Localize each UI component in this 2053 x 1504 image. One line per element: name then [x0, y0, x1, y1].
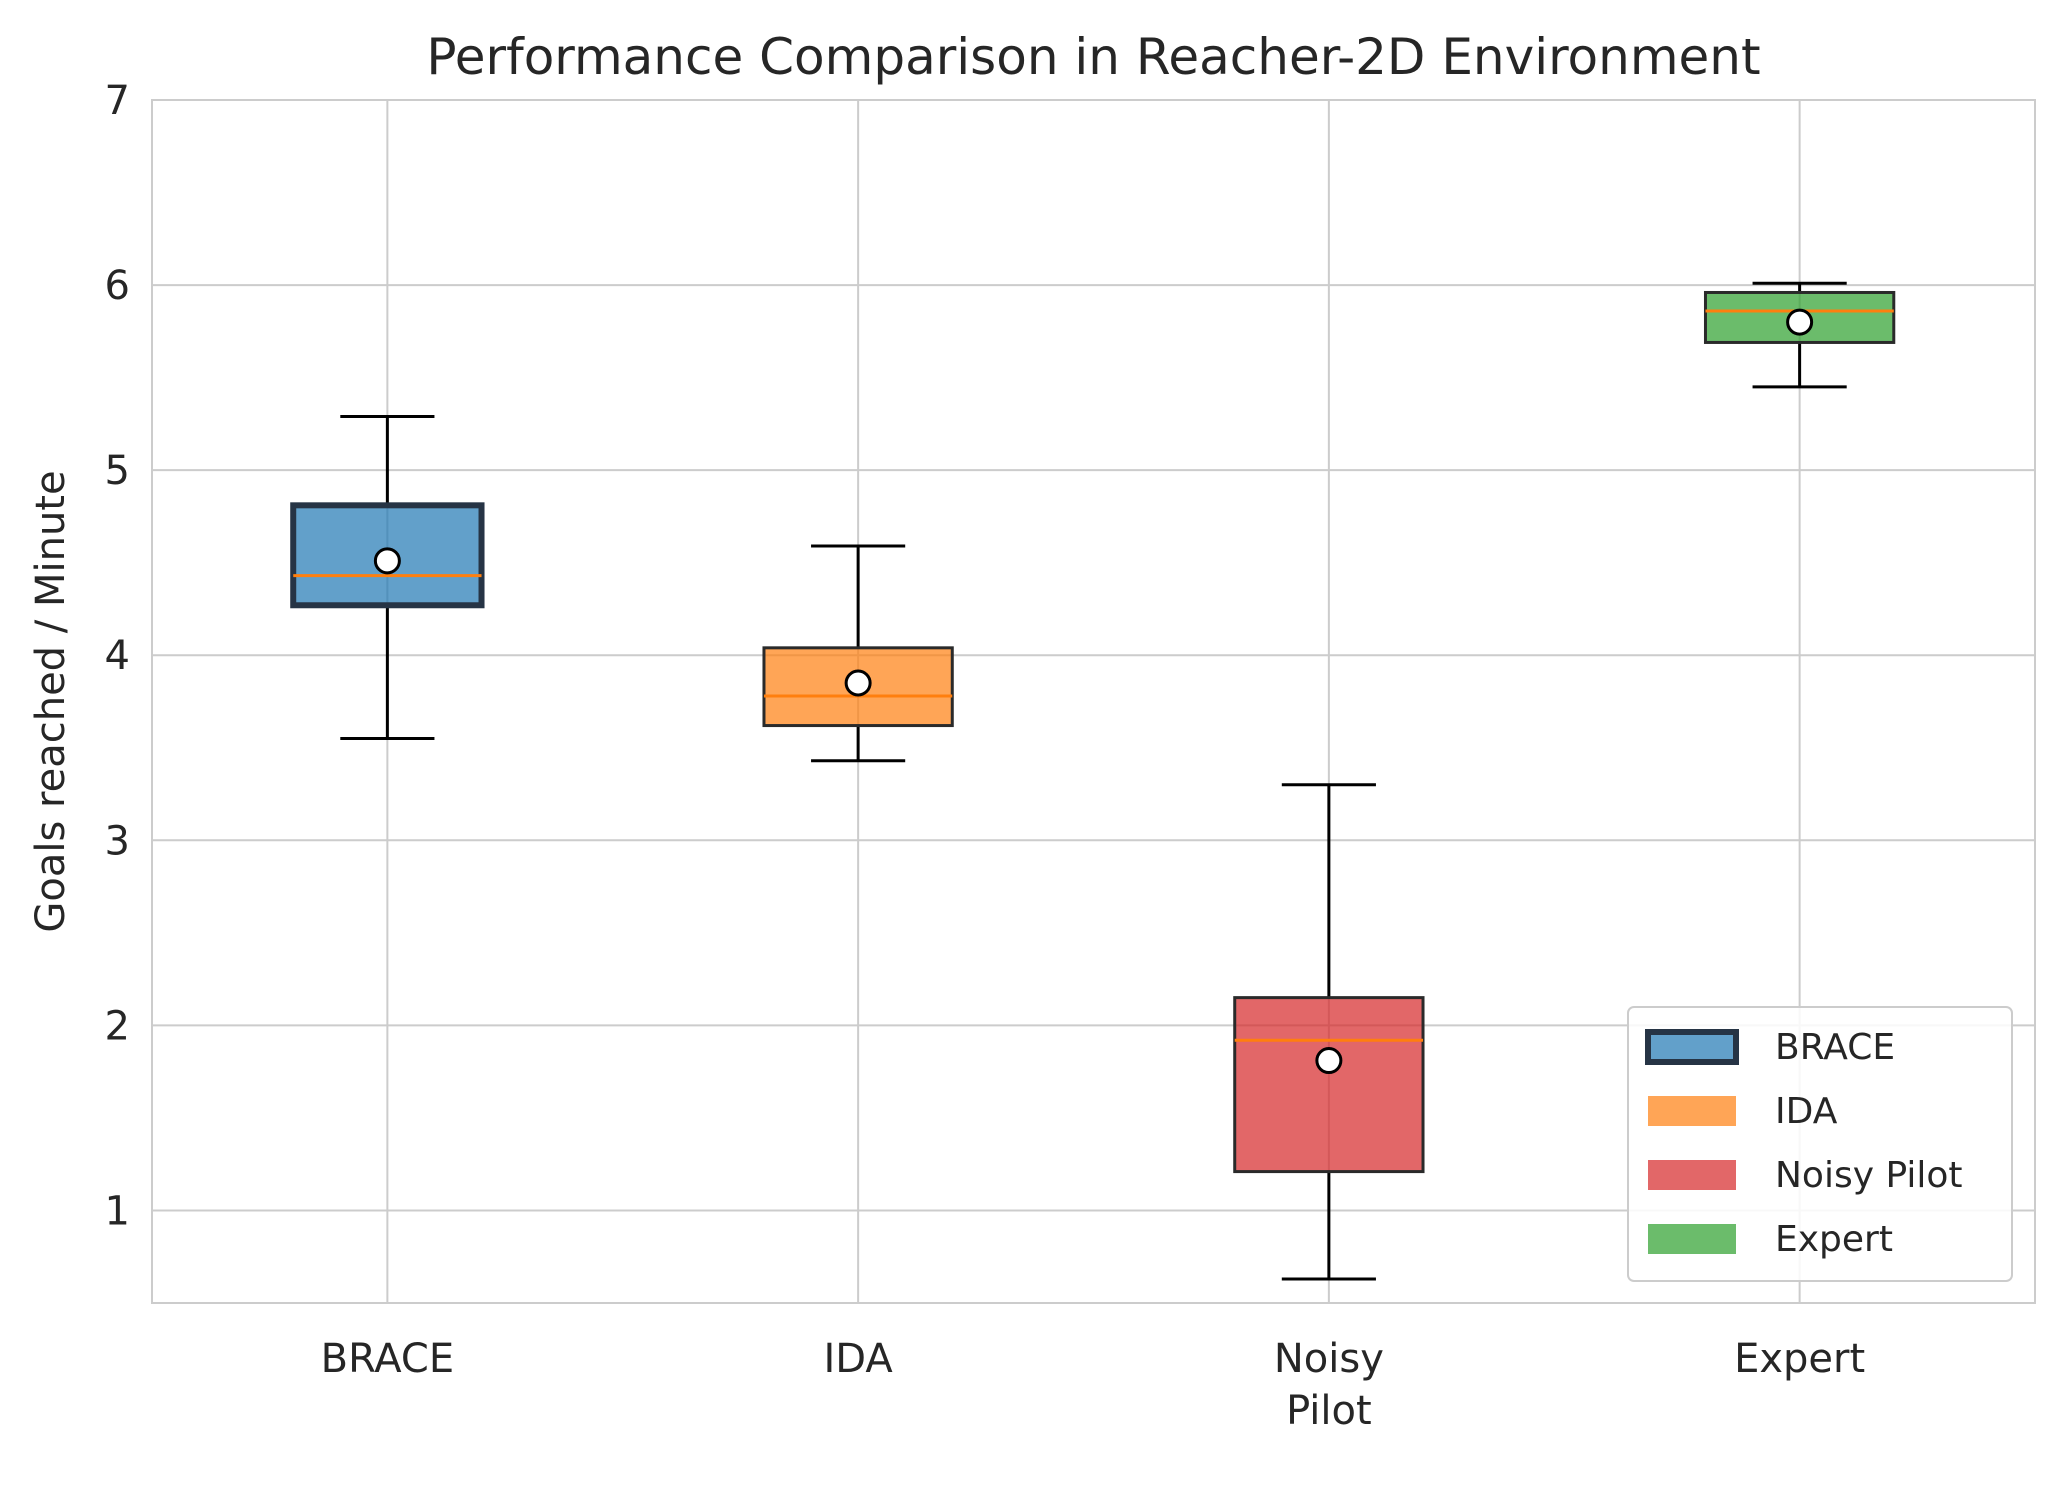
box-body [1233, 996, 1425, 1174]
y-axis-label: Goals reached / Minute [28, 470, 74, 932]
box-expert [1703, 281, 1896, 389]
y-tick-label: 5 [105, 448, 130, 494]
legend-swatch [1648, 1160, 1736, 1190]
x-tick-label: Noisy [1274, 1336, 1384, 1382]
box-brace [290, 414, 485, 741]
y-tick-label: 2 [105, 1003, 130, 1049]
chart-title: Performance Comparison in Reacher-2D Env… [426, 28, 1760, 86]
legend-swatch [1645, 1029, 1739, 1065]
mean-marker [1786, 308, 1814, 336]
x-tick-label: IDA [823, 1336, 893, 1382]
tick-labels: 1 2 3 4 5 6 7 BRACE IDA Noisy Pilot Expert [105, 78, 1866, 1434]
y-tick-label: 3 [105, 818, 130, 864]
legend-frame [1627, 1006, 2013, 1282]
plot-frame [151, 99, 2036, 1304]
legend-label: BRACE [1775, 1027, 1895, 1068]
x-tick-label: Pilot [1286, 1388, 1372, 1434]
legend: BRACE IDA Noisy Pilot Expert [1627, 1006, 2013, 1282]
mean-marker [844, 669, 872, 697]
legend-label: Noisy Pilot [1775, 1155, 1963, 1196]
y-tick-label: 6 [105, 263, 130, 309]
boxes [290, 281, 1896, 1281]
y-tick-label: 7 [105, 78, 130, 124]
box-noisy-pilot [1233, 783, 1425, 1281]
y-tick-label: 4 [105, 633, 130, 679]
box-ida [762, 544, 954, 763]
x-tick-label: Expert [1734, 1336, 1865, 1382]
y-tick-label: 1 [105, 1188, 130, 1234]
mean-marker [1315, 1047, 1343, 1075]
legend-label: IDA [1775, 1091, 1838, 1132]
legend-swatch [1648, 1224, 1736, 1254]
legend-label: Expert [1775, 1219, 1893, 1260]
x-tick-label: BRACE [321, 1336, 454, 1382]
legend-swatch [1648, 1096, 1736, 1126]
mean-marker [373, 547, 401, 575]
